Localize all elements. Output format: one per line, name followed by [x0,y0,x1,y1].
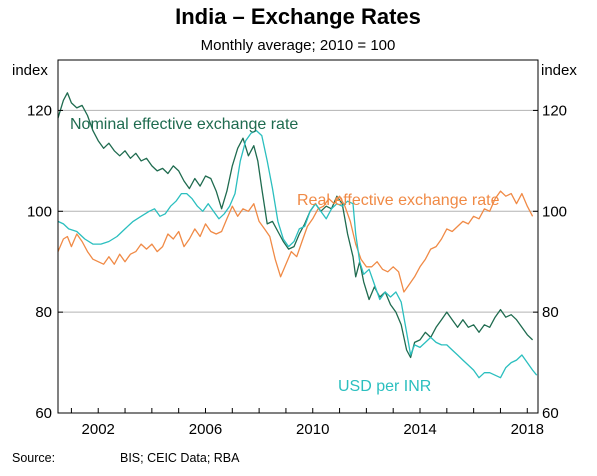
y-tick-label-right: 100 [542,203,567,220]
plot-frame [57,59,539,414]
source-label: Source: [12,451,55,465]
x-tick-label: 2002 [82,421,115,438]
x-tick-label: 2010 [296,421,329,438]
series-line-2 [57,129,538,379]
axis-ticks: 60 60 80 80 100 100 120 120 2002 2006 2010 2014 2018 [27,102,567,438]
y-tick-label-left: 120 [27,102,52,119]
x-tick-label: 2018 [511,421,544,438]
y-tick-label-left: 80 [35,304,52,321]
series-label-real: Real effective exchange rate [297,192,500,209]
y-axis-unit-left: index [12,62,48,79]
y-tick-label-left: 60 [35,405,52,422]
source-text: BIS; CEIC Data; RBA [120,451,240,465]
x-tick-label: 2014 [403,421,436,438]
chart-title: India – Exchange Rates [175,4,421,29]
series-label-nominal: Nominal effective exchange rate [70,116,298,133]
y-tick-label-right: 120 [542,102,567,119]
y-tick-label-left: 100 [27,203,52,220]
y-axis-unit-right: index [541,62,577,79]
chart-subtitle: Monthly average; 2010 = 100 [201,37,396,54]
x-tick-label: 2006 [189,421,222,438]
y-tick-label-right: 60 [542,405,559,422]
y-tick-label-right: 80 [542,304,559,321]
series-line-0 [57,92,534,359]
series-label-usd-inr: USD per INR [338,378,431,395]
series-line-1 [57,190,534,293]
grid-lines [58,109,538,313]
series-lines [57,92,538,379]
